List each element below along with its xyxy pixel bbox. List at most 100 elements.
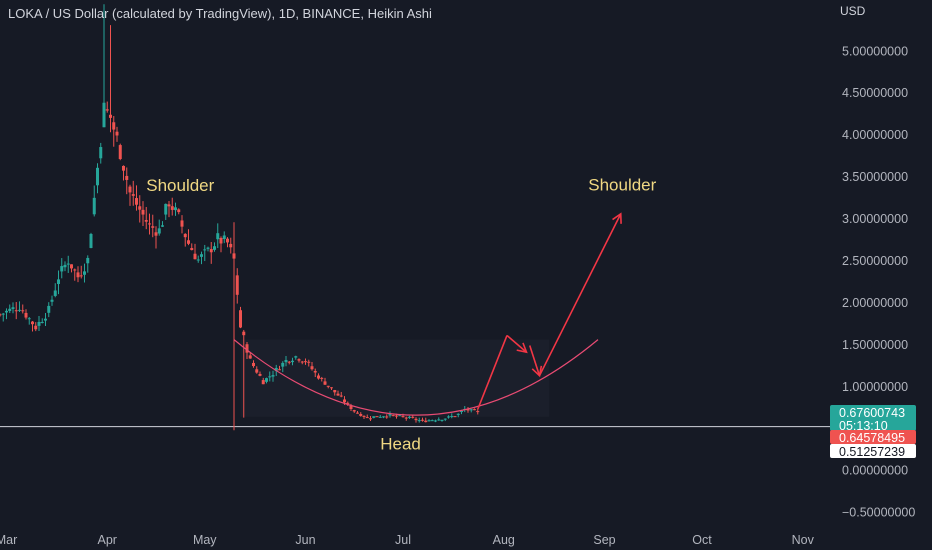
candle-body — [330, 387, 333, 389]
y-tick-label: 2.50000000 — [842, 254, 908, 268]
candle-body — [229, 243, 233, 248]
candle-body — [232, 253, 236, 259]
candle-body — [447, 416, 450, 418]
candle-body — [365, 417, 369, 419]
price-label-text: 0.51257239 — [839, 445, 905, 459]
y-tick-label: 0.00000000 — [842, 464, 908, 478]
x-tick-label: Jun — [295, 533, 315, 547]
candle-body — [76, 272, 80, 278]
candle-body — [469, 409, 473, 411]
candle-body — [44, 318, 47, 321]
candle-body — [388, 414, 392, 416]
projection-arrow-line — [506, 334, 528, 353]
x-tick-label: Sep — [593, 533, 615, 547]
candle-body — [274, 367, 278, 372]
candle-body — [255, 369, 259, 373]
candle-body — [167, 204, 171, 207]
x-tick-label: May — [193, 533, 217, 547]
y-tick-label: 1.50000000 — [842, 338, 908, 352]
candle-body — [70, 264, 73, 269]
candle-body — [343, 399, 346, 403]
candle-body — [352, 410, 356, 412]
candle-body — [307, 361, 311, 363]
candle-body — [180, 220, 184, 227]
candle-body — [148, 223, 151, 225]
y-tick-label: −0.50000000 — [842, 506, 915, 520]
candle-body — [105, 109, 109, 111]
y-tick-label: 1.00000000 — [842, 380, 908, 394]
candle-body — [196, 259, 200, 261]
candle-body — [206, 247, 210, 249]
candle-body — [278, 369, 281, 371]
candle-body — [336, 393, 340, 396]
candle-body — [297, 359, 301, 361]
candle-body — [63, 264, 67, 268]
candle-body — [31, 321, 34, 325]
x-tick-label: Oct — [692, 533, 712, 547]
axis-currency: USD — [840, 4, 866, 18]
candle-body — [47, 305, 51, 313]
annotation-shoulder-right: Shoulder — [588, 175, 656, 194]
annotation-shoulder-left: Shoulder — [146, 176, 214, 195]
candle-body — [427, 420, 431, 422]
candle-body — [79, 275, 83, 277]
range-shade — [240, 339, 550, 417]
x-tick-label: Jul — [395, 533, 411, 547]
candle-body — [456, 413, 460, 415]
candle-body — [460, 411, 463, 413]
candle-body — [291, 360, 294, 363]
candle-body — [157, 228, 161, 234]
candle-body — [326, 385, 330, 387]
candle-body — [73, 269, 77, 271]
candle-body — [27, 318, 31, 320]
candle-body — [187, 240, 190, 244]
candle-body — [281, 362, 285, 367]
candle-body — [144, 220, 148, 222]
annotation-head: Head — [380, 434, 421, 453]
candle-body — [453, 416, 457, 418]
candle-body — [92, 197, 96, 215]
candle-body — [430, 420, 434, 422]
candle-body — [37, 321, 41, 326]
y-tick-label: 3.50000000 — [842, 170, 908, 184]
candle-body — [395, 415, 398, 417]
price-label-box — [830, 405, 916, 431]
candle-body — [193, 253, 197, 260]
candle-body — [66, 263, 70, 265]
candle-body — [34, 325, 38, 330]
candle-body — [122, 165, 125, 171]
candle-body — [112, 122, 116, 130]
head-curve — [233, 339, 599, 416]
candle-body — [385, 416, 389, 418]
candle-body — [245, 344, 249, 353]
candle-body — [8, 308, 12, 312]
candle-body — [235, 275, 239, 295]
candle-body — [11, 307, 15, 309]
candle-body — [118, 145, 122, 160]
candle-body — [177, 209, 181, 213]
candle-body — [369, 418, 372, 420]
y-tick-label: 5.00000000 — [842, 44, 908, 58]
candle-body — [476, 411, 480, 413]
candle-body — [209, 249, 213, 253]
candle-body — [89, 233, 93, 248]
candle-body — [141, 209, 145, 215]
projection-arrow-line — [528, 345, 541, 376]
candle-body — [391, 415, 395, 417]
candle-body — [0, 314, 2, 316]
candle-body — [242, 331, 246, 336]
candle-body — [1, 313, 5, 315]
candle-body — [346, 402, 350, 404]
x-tick-label: Mar — [0, 533, 17, 547]
y-tick-label: 3.00000000 — [842, 212, 908, 226]
candle-body — [466, 409, 470, 411]
candle-body — [320, 377, 324, 379]
price-label-text: 0.67600743 — [839, 406, 905, 420]
candle-body — [401, 416, 405, 418]
candle-body — [271, 375, 275, 377]
candle-body — [164, 203, 168, 215]
candle-body — [294, 356, 298, 358]
candle-body — [304, 361, 307, 363]
